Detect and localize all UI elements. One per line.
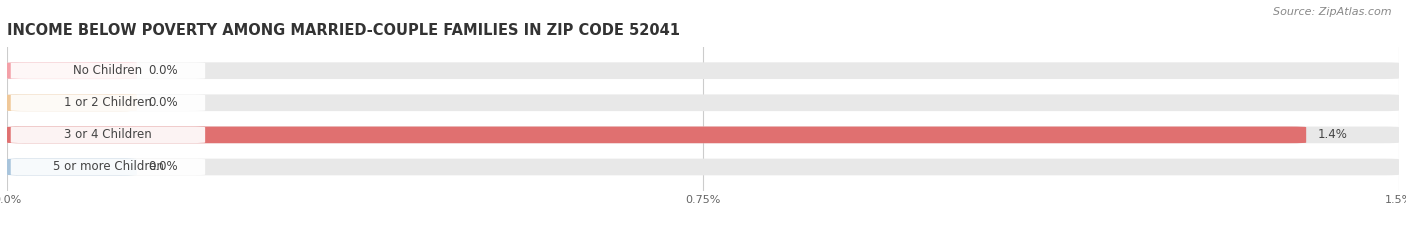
FancyBboxPatch shape	[11, 159, 205, 175]
FancyBboxPatch shape	[11, 62, 205, 79]
FancyBboxPatch shape	[11, 95, 205, 111]
Text: 0.0%: 0.0%	[148, 96, 177, 109]
FancyBboxPatch shape	[7, 159, 1399, 175]
Text: 5 or more Children: 5 or more Children	[52, 161, 163, 174]
FancyBboxPatch shape	[7, 127, 1399, 143]
FancyBboxPatch shape	[7, 127, 1306, 143]
FancyBboxPatch shape	[7, 94, 136, 111]
Text: Source: ZipAtlas.com: Source: ZipAtlas.com	[1274, 7, 1392, 17]
Text: 1 or 2 Children: 1 or 2 Children	[65, 96, 152, 109]
Text: 0.0%: 0.0%	[148, 64, 177, 77]
FancyBboxPatch shape	[7, 62, 1399, 79]
FancyBboxPatch shape	[11, 127, 205, 143]
Text: 0.0%: 0.0%	[148, 161, 177, 174]
Text: 3 or 4 Children: 3 or 4 Children	[65, 128, 152, 141]
Text: INCOME BELOW POVERTY AMONG MARRIED-COUPLE FAMILIES IN ZIP CODE 52041: INCOME BELOW POVERTY AMONG MARRIED-COUPL…	[7, 24, 681, 38]
FancyBboxPatch shape	[7, 94, 1399, 111]
FancyBboxPatch shape	[7, 62, 136, 79]
FancyBboxPatch shape	[7, 159, 136, 175]
Text: No Children: No Children	[73, 64, 142, 77]
Text: 1.4%: 1.4%	[1317, 128, 1347, 141]
